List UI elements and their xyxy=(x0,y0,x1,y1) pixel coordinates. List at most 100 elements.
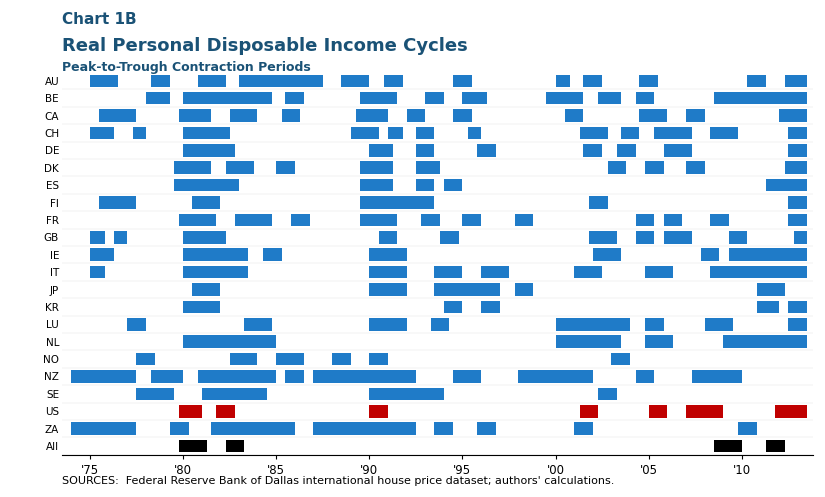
Bar xyxy=(198,370,276,383)
Bar xyxy=(239,75,323,87)
Bar xyxy=(431,318,450,331)
Bar xyxy=(332,353,351,365)
Bar xyxy=(360,179,394,191)
Bar xyxy=(555,335,620,348)
Bar xyxy=(226,440,244,452)
Bar xyxy=(281,109,300,122)
Bar xyxy=(416,179,435,191)
Bar xyxy=(435,266,462,278)
Bar xyxy=(416,162,440,174)
Bar xyxy=(565,109,583,122)
Bar xyxy=(515,283,533,296)
Bar xyxy=(663,144,691,157)
Bar xyxy=(574,422,593,435)
Bar xyxy=(342,75,370,87)
Bar xyxy=(686,405,724,417)
Bar xyxy=(90,127,114,139)
Bar xyxy=(710,266,807,278)
Bar xyxy=(654,127,691,139)
Bar xyxy=(453,109,472,122)
Bar xyxy=(235,214,272,226)
Bar xyxy=(276,162,295,174)
Bar xyxy=(127,318,146,331)
Bar xyxy=(785,162,807,174)
Bar xyxy=(183,127,229,139)
Bar xyxy=(724,335,807,348)
Bar xyxy=(71,422,136,435)
Bar xyxy=(435,283,500,296)
Bar xyxy=(416,127,435,139)
Bar xyxy=(747,75,766,87)
Bar xyxy=(370,283,407,296)
Text: Peak-to-Trough Contraction Periods: Peak-to-Trough Contraction Periods xyxy=(62,61,311,74)
Bar xyxy=(555,318,630,331)
Bar xyxy=(244,318,272,331)
Bar xyxy=(360,162,394,174)
Bar xyxy=(183,144,235,157)
Bar xyxy=(379,231,397,244)
Bar xyxy=(779,109,807,122)
Bar xyxy=(351,127,379,139)
Bar xyxy=(691,370,742,383)
Bar xyxy=(435,422,453,435)
Bar xyxy=(589,231,617,244)
Text: Real Personal Disposable Income Cycles: Real Personal Disposable Income Cycles xyxy=(62,37,468,55)
Bar xyxy=(645,318,663,331)
Bar xyxy=(789,144,807,157)
Bar xyxy=(136,353,155,365)
Bar xyxy=(360,196,435,209)
Bar xyxy=(555,75,570,87)
Bar xyxy=(701,248,719,261)
Bar xyxy=(425,92,444,104)
Bar xyxy=(183,248,248,261)
Bar xyxy=(580,127,608,139)
Bar xyxy=(370,405,388,417)
Bar xyxy=(453,75,472,87)
Bar xyxy=(170,422,189,435)
Bar xyxy=(481,301,500,313)
Bar xyxy=(617,144,635,157)
Bar xyxy=(314,422,416,435)
Bar xyxy=(370,318,407,331)
Bar xyxy=(229,353,257,365)
Bar xyxy=(173,179,239,191)
Bar xyxy=(714,92,807,104)
Bar xyxy=(478,422,496,435)
Bar xyxy=(518,370,593,383)
Bar xyxy=(789,318,807,331)
Bar xyxy=(710,214,728,226)
Bar xyxy=(620,127,639,139)
Bar xyxy=(192,283,220,296)
Bar xyxy=(183,92,272,104)
Bar xyxy=(183,266,248,278)
Bar xyxy=(99,109,136,122)
Bar xyxy=(789,214,807,226)
Bar xyxy=(663,214,682,226)
Bar xyxy=(384,75,403,87)
Bar xyxy=(407,109,425,122)
Bar xyxy=(598,92,620,104)
Bar xyxy=(146,92,170,104)
Bar xyxy=(478,144,496,157)
Bar xyxy=(99,196,136,209)
Bar xyxy=(444,179,462,191)
Bar xyxy=(645,266,673,278)
Bar xyxy=(515,214,533,226)
Bar xyxy=(776,405,807,417)
Bar xyxy=(639,75,658,87)
Bar xyxy=(276,353,304,365)
Bar xyxy=(370,144,394,157)
Bar xyxy=(183,335,276,348)
Bar xyxy=(789,301,807,313)
Bar xyxy=(794,231,807,244)
Bar xyxy=(766,440,785,452)
Bar xyxy=(314,370,416,383)
Bar xyxy=(580,405,598,417)
Bar xyxy=(663,231,691,244)
Bar xyxy=(766,179,807,191)
Bar xyxy=(192,196,220,209)
Bar xyxy=(645,335,673,348)
Bar xyxy=(136,388,173,400)
Bar xyxy=(453,370,481,383)
Bar xyxy=(598,388,617,400)
